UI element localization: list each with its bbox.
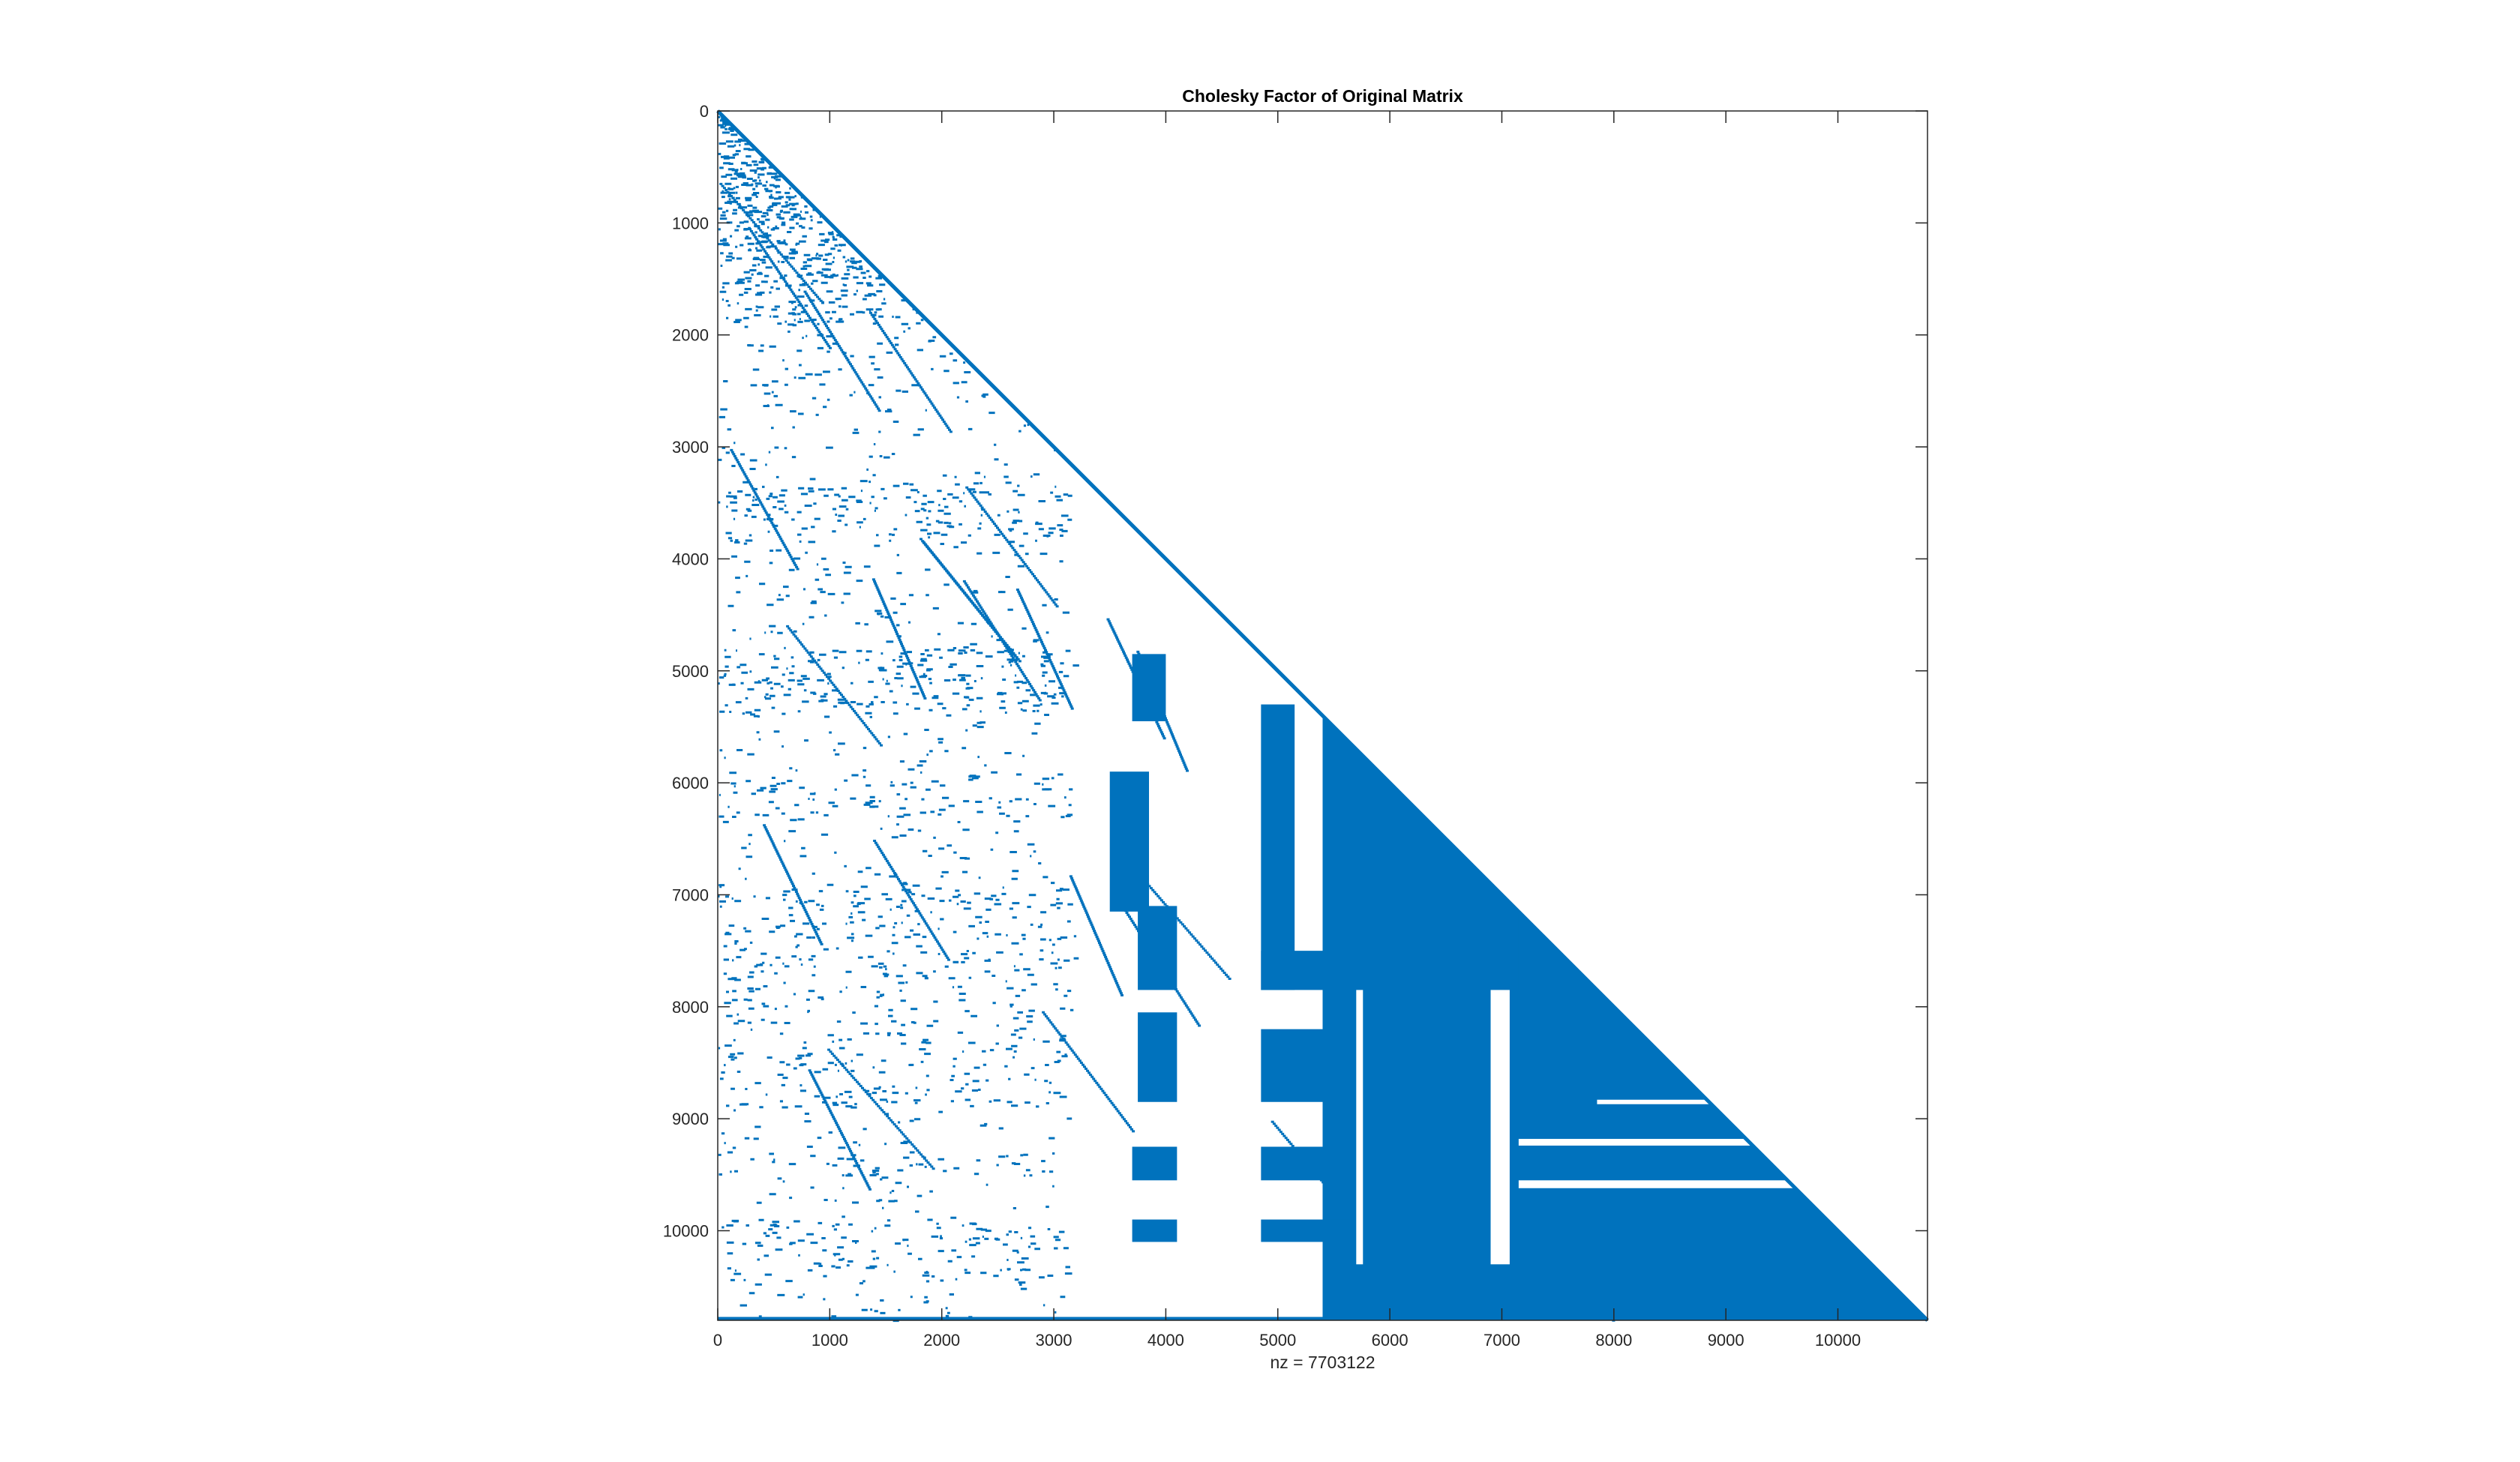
sparse-gap-1 [1490,990,1510,1265]
dense-block-5 [1132,1219,1178,1242]
y-tick-label: 9000 [672,1110,709,1128]
x-tick-label: 0 [713,1331,722,1350]
x-tick-label: 10000 [1815,1331,1861,1350]
x-tick-label: 4000 [1148,1331,1184,1350]
y-tick-label: 3000 [672,438,709,457]
x-tick-label: 9000 [1708,1331,1744,1350]
y-tick-label: 5000 [672,662,709,681]
dense-block-15 [1580,1264,1804,1320]
nonzero-pattern [716,109,1929,1323]
x-axis-label: nz = 7703122 [1270,1353,1375,1372]
axis-ticks: 0 1000 2000 3000 4000 5000 6000 7000 8000 9000 100… [663,102,1928,1350]
x-tick-label: 2000 [923,1331,960,1350]
dense-block-6 [1261,704,1295,990]
dense-block-14 [1518,1208,1804,1265]
sparse-gap-3 [1518,1180,1793,1188]
y-tick-label: 4000 [672,550,709,568]
sparse-gap-0 [1356,990,1364,1265]
dense-block-0 [1132,654,1166,721]
y-tick-label: 7000 [672,885,709,904]
main-diagonal-top [716,109,1929,1322]
x-tick-label: 8000 [1595,1331,1632,1350]
y-tick-label: 10000 [663,1222,709,1241]
dense-block-1 [1109,771,1150,912]
dense-block-7 [1261,951,1328,990]
y-tick-label: 0 [700,102,709,121]
x-tick-label: 6000 [1372,1331,1408,1350]
y-tick-label: 6000 [672,774,709,792]
dense-block-10 [1261,1219,1351,1242]
y-tick-label: 2000 [672,326,709,345]
y-tick-label: 8000 [672,998,709,1017]
dense-block-16 [718,1317,1928,1320]
dense-block-2 [1138,906,1178,990]
dense-block-13 [1518,1146,1709,1181]
x-tick-label: 5000 [1259,1331,1296,1350]
x-tick-label: 1000 [812,1331,848,1350]
sparse-gap-4 [1518,1139,1804,1146]
dense-block-3 [1138,1012,1178,1102]
x-tick-label: 3000 [1036,1331,1072,1350]
x-tick-label: 7000 [1484,1331,1520,1350]
dense-block-9 [1261,1146,1351,1181]
dense-block-4 [1132,1146,1178,1181]
y-tick-label: 1000 [672,214,709,232]
chart-title: Cholesky Factor of Original Matrix [1182,86,1463,106]
dense-block-8 [1261,1029,1351,1102]
axes-box [717,110,1928,1321]
